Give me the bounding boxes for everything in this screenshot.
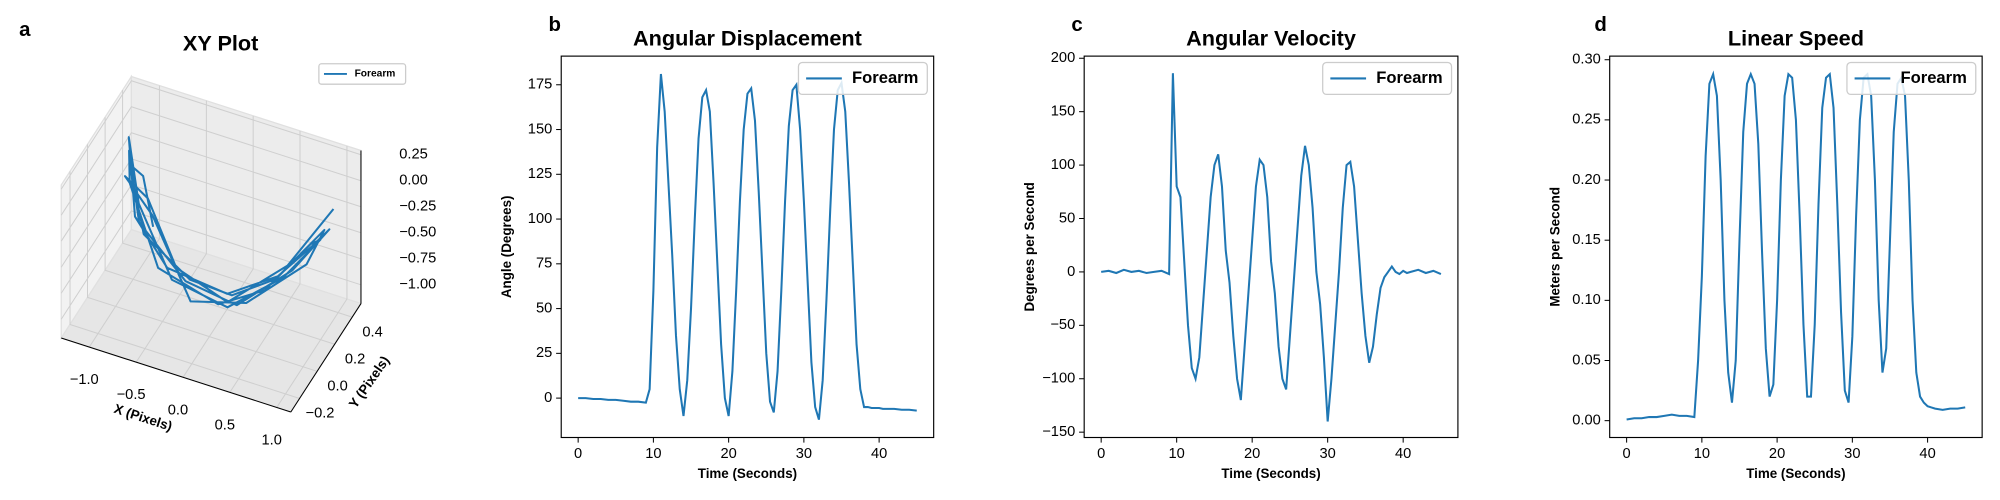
series-line [1101,73,1442,422]
z-tick-label: −0.75 [399,251,436,267]
y-tick-label: 100 [1051,157,1075,173]
y-grid-line [104,117,335,345]
y-tick-label: 0.15 [1572,232,1601,248]
y-tick-label: 150 [1051,104,1075,120]
y-tick-label: 50 [536,300,552,316]
x-tick-label: 0.5 [215,417,235,433]
z-tick-label: 0.25 [399,147,428,163]
y-tick-label: 0.4 [362,324,382,340]
x-grid-line [229,130,301,393]
x-tick-label: 20 [1244,446,1260,462]
y-tick-label: 0.25 [1572,112,1601,128]
x-tick-label: 0 [1097,446,1105,462]
axes-frame [560,55,935,439]
chart-title: Angular Velocity [1186,25,1356,50]
z-tick-label: 0.00 [399,173,428,189]
y-tick-label: 200 [1051,50,1075,66]
x-tick-label: 0 [574,446,582,462]
y-grid-line [122,90,353,318]
legend-box [1846,61,1977,96]
y-tick-label: 0 [544,390,552,406]
z-tick-label: −0.25 [399,199,436,215]
legend-label: Forearm [1901,68,1967,87]
y-tick-label: −0.2 [306,406,335,422]
y-tick-label: −100 [1042,371,1075,387]
y-tick-label: 0.30 [1572,52,1601,68]
x-axis-label: Time (Seconds) [1746,466,1845,481]
y-tick-label: −50 [1050,317,1075,333]
chart-title: Angular Displacement [633,25,862,50]
y-tick-label: 150 [528,121,552,137]
x-tick-label: 10 [1169,446,1185,462]
x-tick-label: 40 [871,446,887,462]
y-axis-label: Meters per Second [1548,187,1563,307]
y-tick-label: 50 [1059,210,1075,226]
y-grid-line [86,144,318,372]
z-tick-label: −0.50 [399,225,436,241]
legend-label: Forearm [355,69,396,80]
x-grid-line [276,145,348,408]
x-axis-line [61,337,291,413]
x-tick-label: 30 [1320,446,1336,462]
y-grid-line [69,171,300,399]
x-tick-label: 40 [1919,446,1935,462]
x-tick-label: 20 [720,446,736,462]
x-axis-label: Time (Seconds) [1221,466,1320,481]
panel-letter: c [1071,14,1082,36]
z-grid-line [60,132,362,242]
y-tick-label: 125 [528,166,552,182]
x-tick-label: 20 [1769,446,1785,462]
y-tick-label: 75 [536,256,552,272]
x-tick-label: −0.5 [117,387,146,403]
y-tick-label: 175 [528,77,552,93]
z-grid-line [60,80,362,190]
x-tick-label: 0 [1623,446,1631,462]
x-tick-label: 30 [796,446,812,462]
x-grid-line [182,115,254,378]
z-tick-label: −1.00 [399,277,436,293]
y-tick-label: 0 [1067,264,1075,280]
y-tick-label: 100 [528,211,552,227]
panel-letter: a [19,19,31,41]
y-tick-label: 0.05 [1572,352,1601,368]
x-tick-label: −1.0 [70,372,99,388]
chart-title: Linear Speed [1728,25,1864,50]
x-tick-label: 1.0 [261,432,281,448]
x-axis-label: X (Pixels) [112,401,174,434]
z-grid-line [60,106,362,216]
y-axis-label: Angle (Degrees) [499,196,514,299]
y-tick-label: 0.20 [1572,172,1601,188]
y-axis-label: Degrees per Second [1022,182,1037,311]
legend-label: Forearm [1376,68,1442,87]
x-tick-label: 10 [1694,446,1710,462]
x-tick-label: 30 [1844,446,1860,462]
x-grid-line [135,100,207,363]
x-tick-label: 10 [645,446,661,462]
legend-box [797,61,928,96]
x-axis-label: Time (Seconds) [698,466,797,481]
y-tick-label: 0.10 [1572,292,1601,308]
x-tick-label: 40 [1395,446,1411,462]
series-line [578,73,917,420]
y-tick-label: −150 [1042,424,1075,440]
y-tick-label: 0.2 [345,351,365,367]
x-tick-label: 0.0 [168,402,188,418]
legend-label: Forearm [852,68,918,87]
chart-title: XY Plot [183,30,258,55]
z-grid-line [60,210,362,320]
panel-letter: d [1594,14,1606,36]
y-axis-line [290,303,362,413]
legend-box [1322,61,1453,96]
y-tick-label: 0.00 [1572,413,1601,429]
series-line-3d [123,136,335,309]
panel-letter: b [548,14,560,36]
y-tick-label: 0.0 [327,379,347,395]
legend-box [318,63,407,85]
x-grid-line [88,85,160,348]
y-tick-label: 25 [536,345,552,361]
